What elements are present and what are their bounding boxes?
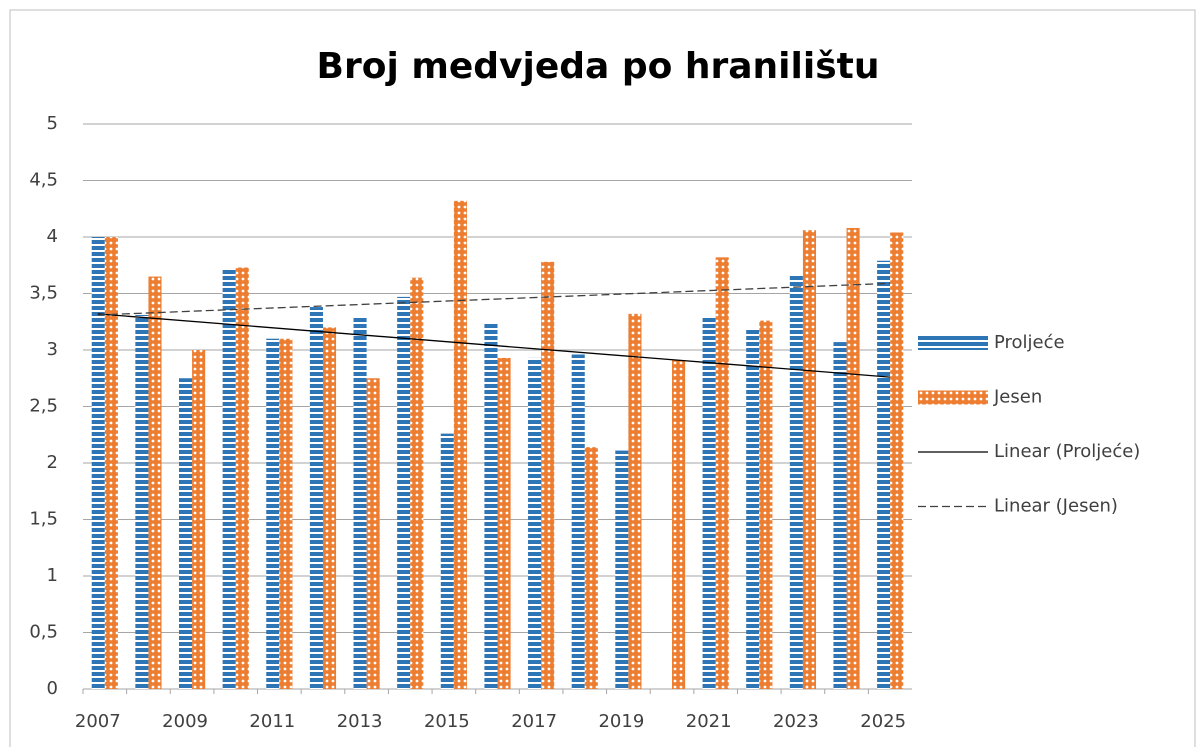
bar xyxy=(91,237,105,689)
legend-label: Proljeće xyxy=(994,332,1065,353)
x-tick-label: 2023 xyxy=(773,711,819,732)
bar xyxy=(615,450,629,689)
bar xyxy=(497,357,511,689)
bar xyxy=(192,350,206,689)
bar xyxy=(410,277,424,689)
legend-label: Linear (Proljeće) xyxy=(994,441,1140,462)
trendline xyxy=(97,282,891,316)
x-tick-label: 2009 xyxy=(162,711,208,732)
legend-label: Linear (Jesen) xyxy=(994,496,1118,517)
bar xyxy=(541,261,555,689)
bar xyxy=(397,296,411,689)
y-tick-label: 5 xyxy=(47,113,58,134)
bar xyxy=(571,354,585,689)
y-tick-label: 0 xyxy=(47,678,58,699)
legend-swatch xyxy=(918,390,988,405)
trendline xyxy=(97,313,891,378)
y-tick-label: 0,5 xyxy=(29,622,58,643)
x-tick-label: 2025 xyxy=(860,711,906,732)
bar xyxy=(322,327,337,689)
bar xyxy=(222,269,236,689)
bar xyxy=(789,275,803,689)
bar xyxy=(802,230,817,689)
x-tick-label: 2019 xyxy=(598,711,644,732)
bar xyxy=(890,232,904,690)
bar xyxy=(235,267,249,689)
bar xyxy=(266,338,280,689)
bar xyxy=(528,357,542,689)
bar xyxy=(877,260,891,689)
bar xyxy=(715,257,729,689)
y-tick-label: 4 xyxy=(47,226,58,247)
x-tick-label: 2013 xyxy=(337,711,383,732)
bar xyxy=(178,378,193,689)
y-tick-label: 1 xyxy=(47,565,58,586)
bar xyxy=(759,320,773,689)
bar xyxy=(702,317,716,689)
bar xyxy=(584,447,598,689)
bar xyxy=(135,314,149,689)
x-tick-label: 2015 xyxy=(424,711,470,732)
bar xyxy=(148,276,162,689)
x-tick-label: 2021 xyxy=(686,711,732,732)
bar xyxy=(309,307,323,689)
bar xyxy=(453,200,467,689)
y-tick-label: 2 xyxy=(47,452,58,473)
chart-title: Broj medvjeda po hranilištu xyxy=(317,46,880,87)
bar xyxy=(279,338,293,689)
y-tick-label: 3 xyxy=(47,339,58,360)
y-tick-label: 4,5 xyxy=(29,170,58,191)
legend-swatch xyxy=(918,336,988,350)
bar xyxy=(484,322,498,689)
bar xyxy=(366,378,380,689)
bar xyxy=(833,342,847,689)
bar xyxy=(440,433,454,689)
x-tick-label: 2011 xyxy=(249,711,295,732)
bar xyxy=(104,237,118,689)
y-tick-label: 1,5 xyxy=(29,509,58,530)
bar xyxy=(672,360,686,689)
bar xyxy=(846,227,860,689)
y-tick-label: 3,5 xyxy=(29,283,58,304)
bar xyxy=(628,313,642,689)
legend-label: Jesen xyxy=(993,387,1042,408)
bar xyxy=(746,329,760,689)
chart-border xyxy=(9,9,1196,747)
bar xyxy=(353,316,367,689)
x-tick-label: 2017 xyxy=(511,711,557,732)
x-tick-label: 2007 xyxy=(75,711,121,732)
y-tick-label: 2,5 xyxy=(29,396,58,417)
